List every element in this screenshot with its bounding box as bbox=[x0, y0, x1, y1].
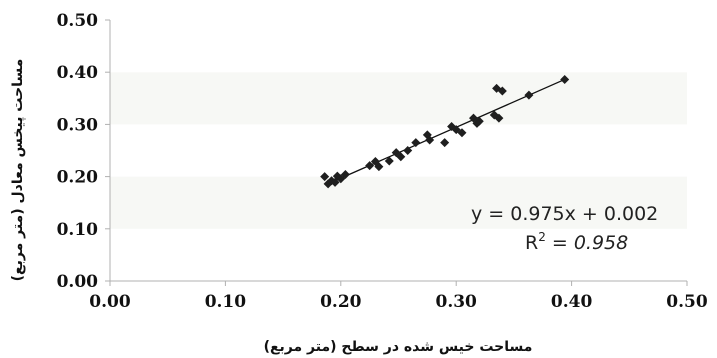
y-tick-label: 0.20 bbox=[57, 168, 99, 188]
x-axis-title: مساحت خیس شده در سطح (متر مربع) bbox=[264, 339, 533, 355]
data-point bbox=[560, 75, 570, 85]
r-squared-value: = 0.958 bbox=[546, 232, 628, 254]
grid-band bbox=[110, 176, 687, 229]
y-tick-label: 0.50 bbox=[57, 11, 99, 31]
x-tick-label: 0.10 bbox=[205, 292, 247, 312]
data-point bbox=[365, 161, 375, 171]
data-point bbox=[384, 156, 394, 166]
grid-band bbox=[110, 72, 687, 125]
axis-ticks: 0.00 0.10 0.20 0.30 0.40 0.50 0.00 0.10 0.20 0.30… bbox=[57, 11, 708, 312]
data-point bbox=[474, 116, 484, 126]
data-point bbox=[320, 172, 330, 182]
r-squared-symbol: R bbox=[525, 232, 538, 254]
x-tick-label: 0.30 bbox=[435, 292, 477, 312]
x-tick-label: 0.00 bbox=[89, 292, 131, 312]
r-squared-label: R2 = 0.958 bbox=[525, 230, 628, 254]
data-point bbox=[403, 146, 413, 155]
grid-bands bbox=[110, 20, 687, 281]
x-tick-label: 0.20 bbox=[320, 292, 362, 312]
y-tick-label: 0.10 bbox=[57, 220, 99, 240]
data-point bbox=[524, 90, 534, 100]
y-axis-title: مساحت پیخس معادل (متر مربع) bbox=[10, 59, 26, 282]
x-tick-label: 0.40 bbox=[551, 292, 593, 312]
data-point bbox=[447, 121, 457, 131]
data-point bbox=[396, 152, 406, 162]
data-point bbox=[457, 128, 467, 138]
x-tick-label: 0.50 bbox=[666, 292, 708, 312]
grid-band bbox=[110, 228, 687, 281]
regression-equation: y = 0.975x + 0.002 bbox=[471, 203, 658, 225]
grid-band bbox=[110, 20, 687, 73]
y-tick-label: 0.30 bbox=[57, 115, 99, 135]
data-point bbox=[374, 162, 384, 172]
r-squared-superscript: 2 bbox=[538, 230, 546, 244]
y-tick-label: 0.40 bbox=[57, 63, 99, 83]
data-point bbox=[411, 138, 421, 148]
y-tick-label: 0.00 bbox=[57, 272, 99, 292]
data-points bbox=[320, 75, 570, 189]
data-point bbox=[440, 138, 450, 148]
data-point bbox=[425, 135, 435, 145]
data-point bbox=[340, 170, 350, 180]
data-point bbox=[494, 113, 504, 123]
data-point bbox=[497, 86, 507, 96]
